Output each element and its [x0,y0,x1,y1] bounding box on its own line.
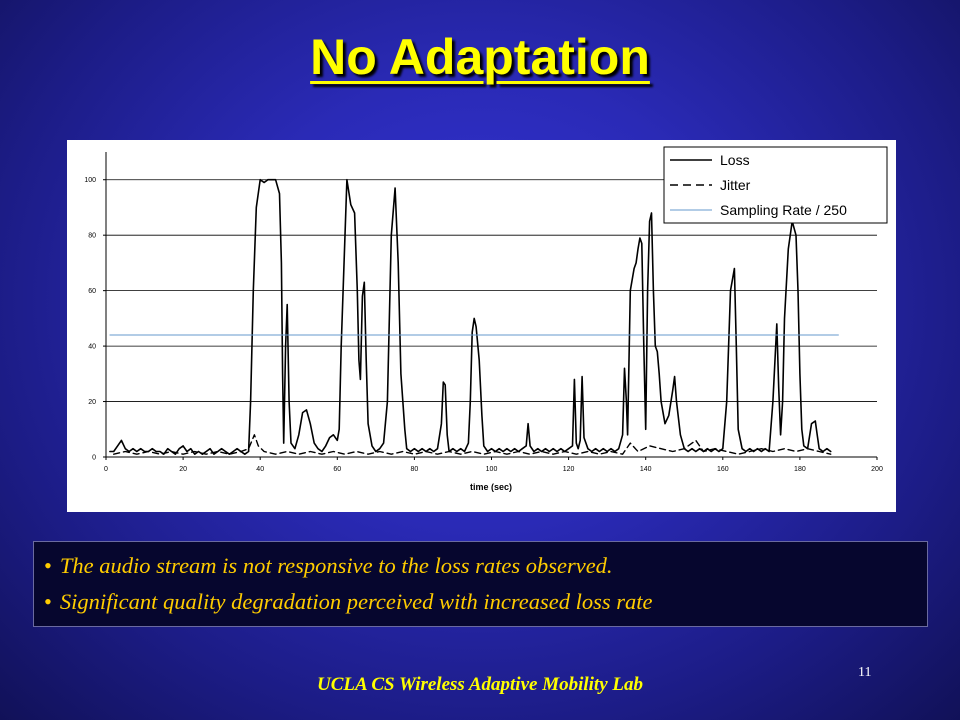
x-axis-title: time (sec) [470,482,512,492]
bullet-text: Significant quality degradation perceive… [59,589,653,614]
legend-label-sampling-rate: Sampling Rate / 250 [720,202,847,218]
y-tick-label: 20 [88,399,96,406]
slide-title: No Adaptation [310,29,650,85]
bullet-text: The audio stream is not responsive to th… [59,553,613,578]
tick-labels: 0 20 40 60 80 100 0 20 40 60 80 100 120 140 160 180 200 [84,177,883,473]
bullet-item: • Significant quality degradation perceiv… [44,584,927,620]
x-tick-label: 180 [794,466,806,473]
x-tick-label: 60 [333,466,341,473]
y-tick-label: 0 [92,455,96,462]
bullet-dot: • [44,553,52,578]
legend-label-loss: Loss [720,152,750,168]
x-tick-label: 140 [640,466,652,473]
y-tick-label: 40 [88,344,96,351]
bullet-item: • The audio stream is not responsive to t… [44,548,927,584]
series-line-jitter [113,434,832,455]
y-tick-label: 80 [88,233,96,240]
x-tick-label: 120 [563,466,575,473]
bullet-box: • The audio stream is not responsive to t… [33,541,928,627]
x-tick-label: 40 [256,466,264,473]
x-tick-label: 80 [411,466,419,473]
series-line-loss [109,178,832,455]
legend: Loss Jitter Sampling Rate / 250 [663,146,888,224]
y-tick-label: 100 [84,177,96,184]
page-number: 11 [858,665,872,680]
series [109,178,839,455]
chart-panel: 0 20 40 60 80 100 0 20 40 60 80 100 120 140 160 180 200 … [67,140,896,512]
x-tick-label: 0 [104,466,108,473]
legend-label-jitter: Jitter [720,177,751,193]
x-tick-label: 100 [486,466,498,473]
x-tick-label: 20 [179,466,187,473]
bullet-dot: • [44,589,52,614]
x-tick-label: 200 [871,466,883,473]
grid-lines [106,179,877,402]
footer-lab-name: UCLA CS Wireless Adaptive Mobility Lab [316,674,643,695]
y-tick-label: 60 [88,288,96,295]
x-tick-label: 160 [717,466,729,473]
